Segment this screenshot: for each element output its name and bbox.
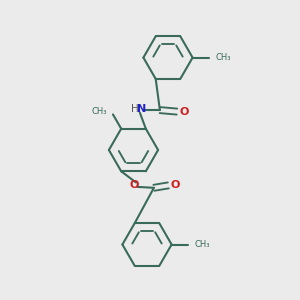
Text: CH₃: CH₃ (195, 240, 210, 249)
Text: O: O (130, 180, 139, 190)
Text: N: N (137, 104, 146, 115)
Text: H: H (131, 104, 139, 115)
Text: CH₃: CH₃ (92, 107, 107, 116)
Text: CH₃: CH₃ (216, 53, 231, 62)
Text: O: O (180, 106, 189, 117)
Text: O: O (170, 180, 180, 190)
